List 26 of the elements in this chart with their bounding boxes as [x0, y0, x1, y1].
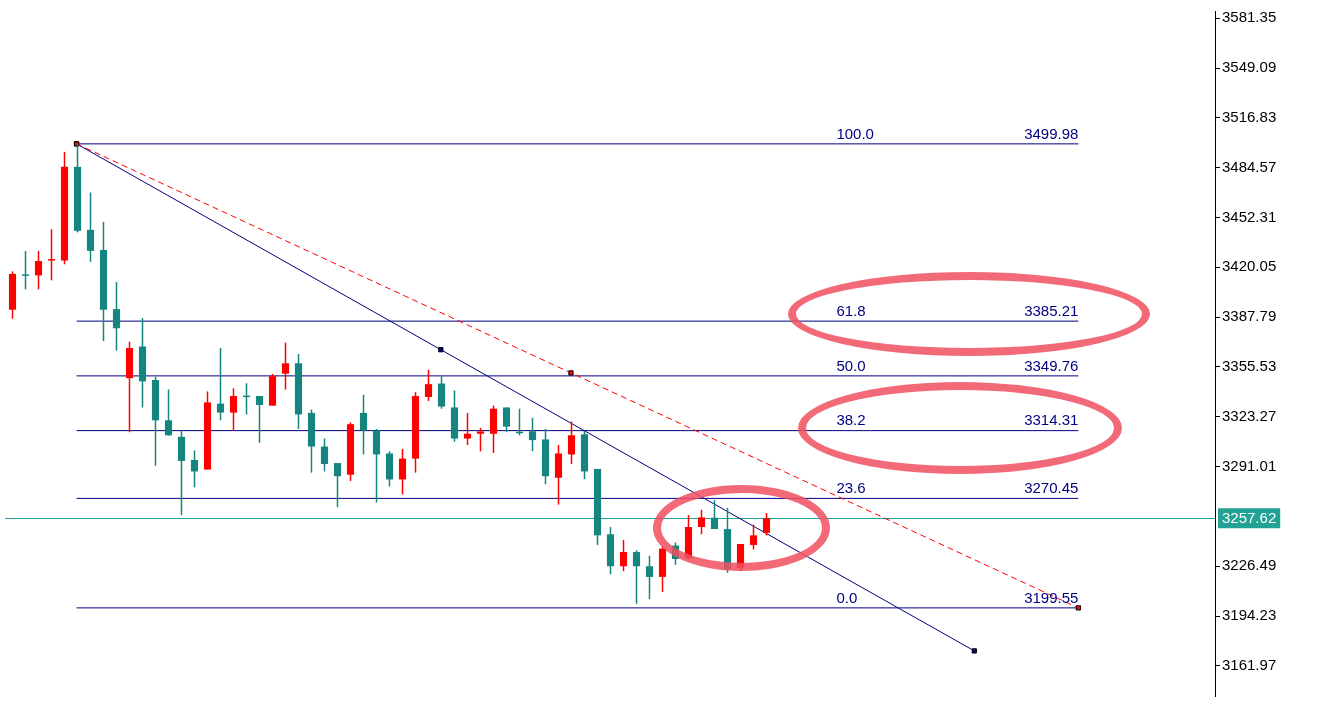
y-tick-label: 3549.09	[1222, 58, 1277, 76]
series-label: 100.0	[836, 124, 874, 142]
y-tick-label: 3516.83	[1222, 107, 1277, 125]
y-tick-label: 3387.79	[1222, 307, 1277, 325]
y-tick-label: 3355.53	[1222, 357, 1277, 375]
data-label: 3270.45	[1024, 479, 1079, 497]
y-tick-label: 3323.27	[1222, 406, 1277, 424]
series-label: 50.0	[836, 356, 866, 374]
data-label: 3349.76	[1024, 356, 1079, 374]
series-label: 23.6	[836, 479, 866, 497]
y-tick-label: 3291.01	[1222, 456, 1277, 474]
y-tick-label: 3194.23	[1222, 606, 1277, 624]
y-tick-label: 3161.97	[1222, 656, 1277, 674]
y-tick-label: 3452.31	[1222, 207, 1277, 225]
series-label: 0.0	[836, 588, 858, 606]
data-label: 3199.55	[1024, 588, 1079, 606]
data-label: 3499.98	[1024, 124, 1079, 142]
ref-line-label: 3257.62	[1222, 509, 1277, 527]
y-tick-label: 3420.05	[1222, 257, 1277, 275]
y-tick-label: 3226.49	[1222, 556, 1277, 574]
y-tick-label: 3484.57	[1222, 157, 1277, 175]
series-label: 61.8	[836, 301, 866, 319]
data-label: 3314.31	[1024, 411, 1079, 429]
y-tick-label: 3581.35	[1222, 8, 1277, 26]
series-label: 38.2	[836, 411, 866, 429]
data-label: 3385.21	[1024, 301, 1079, 319]
